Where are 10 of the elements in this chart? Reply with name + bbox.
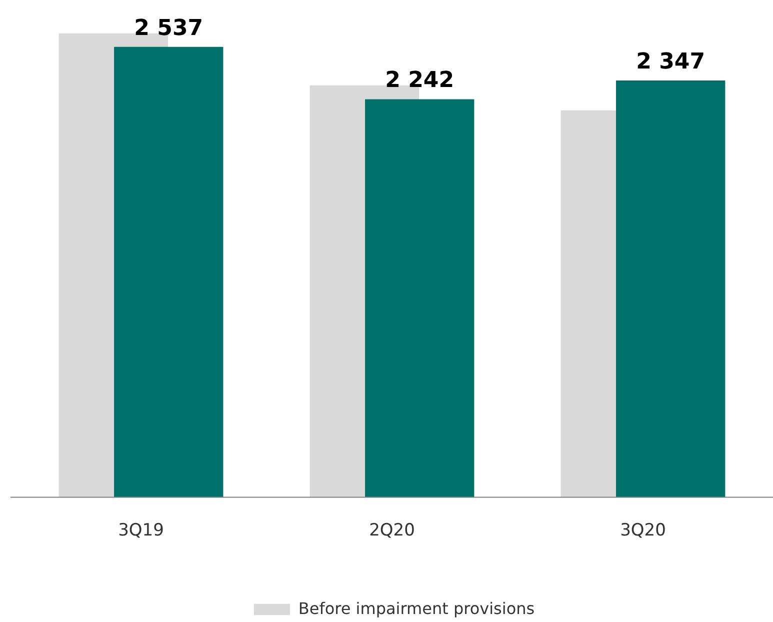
data-label: 2 242: [385, 68, 454, 94]
bar: [114, 46, 224, 498]
data-label: 2 537: [134, 16, 204, 41]
legend-label: Before impairment provisions: [298, 599, 535, 618]
x-tick-label: 3Q19: [118, 520, 164, 540]
x-tick-label: 2Q20: [369, 520, 415, 540]
bar: [365, 99, 474, 498]
data-label: 2 347: [636, 50, 706, 75]
x-tick-label: 3Q20: [620, 520, 666, 540]
bar: [616, 80, 726, 498]
